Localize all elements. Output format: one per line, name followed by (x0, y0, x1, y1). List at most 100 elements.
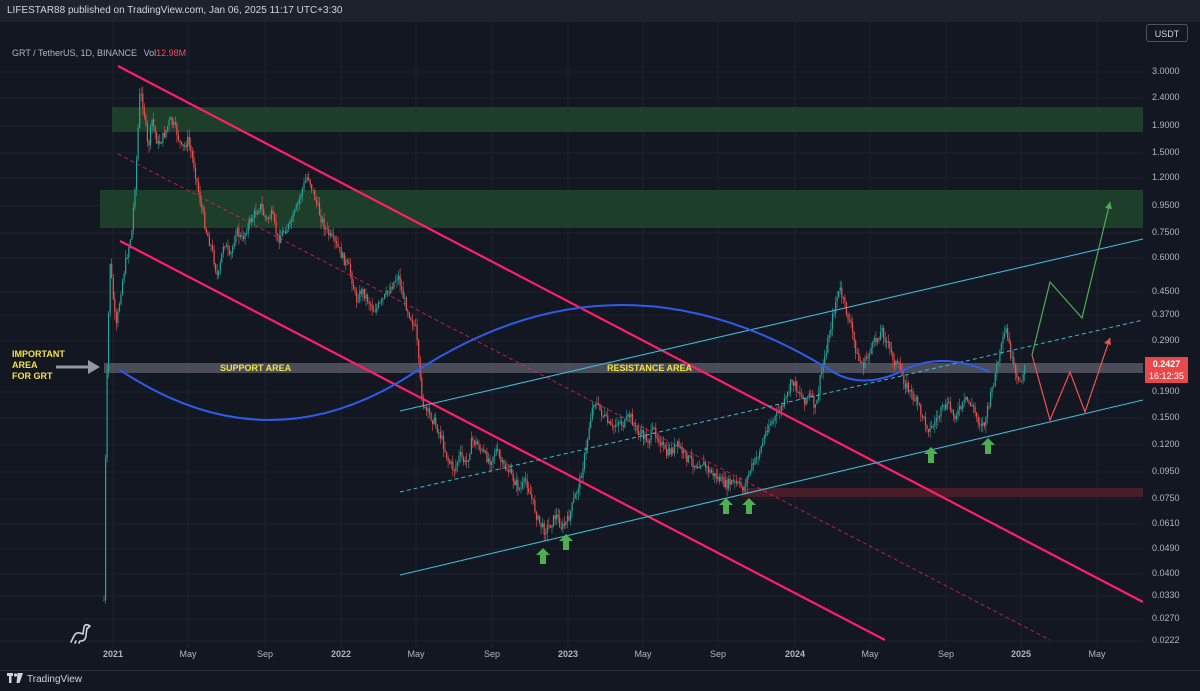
candle-body (703, 461, 705, 466)
candle-body (432, 420, 434, 425)
candle-body (835, 302, 837, 314)
symbol-pair: GRT / TetherUS, 1D, BINANCE (12, 48, 138, 58)
candle-body (847, 314, 849, 320)
candle-body (380, 299, 383, 303)
candle-body (782, 405, 784, 407)
candle-body (303, 182, 305, 189)
candle-body (841, 287, 843, 298)
candle-body (384, 294, 386, 299)
candle-body (1021, 380, 1023, 382)
candle-body (125, 257, 127, 274)
candle-body (368, 301, 370, 304)
time-tick-label: May (861, 649, 879, 659)
candle-body (401, 286, 403, 289)
candle-body (229, 249, 231, 254)
candle-body (225, 245, 228, 247)
candle-body (647, 441, 649, 443)
candle-body (177, 135, 179, 141)
candle-body (743, 486, 745, 491)
candle-body (345, 260, 347, 266)
current-price-value: 0.2427 (1152, 359, 1181, 369)
candle-body (867, 355, 869, 359)
chart-canvas[interactable] (0, 22, 1200, 670)
candle-body (238, 228, 240, 237)
symbol-legend[interactable]: GRT / TetherUS, 1D, BINANCE Vol12.98M (12, 48, 186, 58)
candle-body (456, 462, 458, 466)
candle-body (898, 362, 900, 365)
pink-channel-upper (117, 65, 1144, 603)
candle-body (687, 455, 689, 462)
candle-body (780, 405, 782, 413)
candle-body (258, 210, 260, 213)
candle-body (856, 353, 858, 355)
candle-body (256, 212, 259, 215)
important-area-arrowhead (88, 360, 100, 374)
candle-body (570, 511, 572, 521)
candle-countdown: 16:12:35 (1148, 371, 1185, 381)
candle-body (277, 233, 279, 235)
candle-body (712, 472, 714, 476)
candle-body (842, 297, 844, 299)
candle-body (481, 449, 483, 451)
candle-body (669, 448, 671, 455)
candle-body (852, 323, 854, 332)
price-axis[interactable] (1143, 22, 1200, 652)
candle-body (286, 229, 288, 234)
candle-body (737, 482, 739, 484)
candle-body (800, 395, 803, 397)
candle-body (198, 181, 200, 193)
candle-body (415, 324, 417, 326)
candle-body (631, 413, 634, 426)
candle-body (814, 404, 816, 408)
candle-body (732, 480, 734, 482)
candle-body (331, 233, 333, 236)
support-area-label: SUPPORT AREA (220, 363, 292, 373)
candle-body (853, 331, 855, 341)
chart-area[interactable]: GRT / TetherUS, 1D, BINANCE Vol12.98M (0, 22, 1200, 670)
candle-body (962, 401, 964, 409)
candle-body (438, 432, 440, 434)
currency-button[interactable]: USDT (1146, 24, 1188, 42)
candle-body (297, 203, 299, 206)
price-tick-label: 0.0222 (1152, 635, 1180, 645)
candle-body (675, 444, 677, 446)
candle-body (284, 231, 286, 234)
candle-body (301, 188, 303, 196)
candle-body (221, 253, 223, 263)
candle-body (246, 233, 248, 235)
candle-body (123, 273, 125, 281)
candle-body (889, 342, 891, 348)
candle-body (664, 445, 666, 449)
candle-body (108, 313, 110, 372)
candle-body (105, 457, 107, 600)
candle-body (526, 480, 528, 489)
candle-body (979, 423, 981, 425)
candle-body (729, 478, 731, 485)
candle-body (1022, 374, 1024, 381)
candle-body (146, 123, 148, 142)
candle-body (480, 449, 482, 451)
candle-body (490, 461, 493, 465)
candle-body (752, 463, 754, 465)
candle-body (557, 514, 559, 518)
candle-body (483, 449, 485, 453)
candle-body (786, 392, 789, 397)
candle-body (945, 404, 947, 409)
candle-body (328, 228, 330, 236)
candle-body (974, 406, 976, 413)
cyan-channel-upper (399, 238, 1144, 412)
candle-body (464, 460, 466, 463)
candle-body (517, 479, 519, 490)
candle-body (142, 93, 144, 109)
candle-body (746, 476, 748, 487)
candle-body (576, 492, 578, 494)
candle-body (1014, 364, 1016, 373)
candle-body (652, 427, 654, 430)
candle-body (907, 382, 909, 392)
candle-body (137, 127, 139, 159)
green-projection-arrowhead (1105, 202, 1112, 209)
candle-body (616, 424, 618, 426)
footer-brand[interactable]: TradingView (7, 673, 82, 686)
candle-body (439, 432, 441, 439)
price-tick-label: 0.1200 (1152, 439, 1180, 449)
